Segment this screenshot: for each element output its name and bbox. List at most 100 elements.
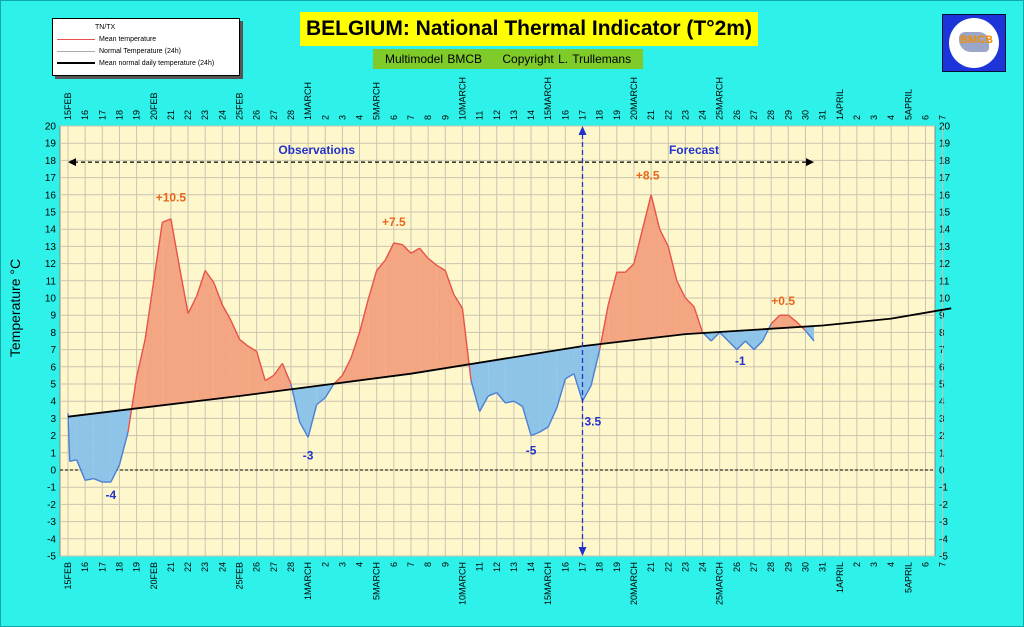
anomaly-label: +7.5 xyxy=(382,215,406,229)
y-tick-label-right: 17 xyxy=(939,173,951,184)
x-tick-label: 2 xyxy=(852,562,862,567)
mean-temperature-segment xyxy=(598,304,609,350)
x-tick-label-top: 4 xyxy=(355,115,365,120)
y-tick-label: 6 xyxy=(50,362,56,373)
x-tick-label: 7 xyxy=(406,562,416,567)
mean-temperature-segment xyxy=(761,323,772,342)
x-tick-label: 4 xyxy=(355,562,365,567)
mean-temperature-segment xyxy=(804,330,815,342)
x-tick-label: 28 xyxy=(766,562,776,572)
mean-temperature-segment xyxy=(573,373,584,402)
above-normal-area xyxy=(428,258,437,371)
x-tick-label: 27 xyxy=(269,562,279,572)
mean-temperature-segment xyxy=(505,400,515,404)
y-tick-label-right: 18 xyxy=(939,156,951,167)
mean-temperature-segment xyxy=(75,459,86,481)
y-tick-label-right: 12 xyxy=(939,259,951,270)
mean-temperature-segment xyxy=(641,194,652,230)
above-normal-area xyxy=(402,244,411,375)
mean-temperature-segment xyxy=(69,459,77,463)
above-normal-area xyxy=(162,218,171,406)
x-tick-label-top: 10MARCH xyxy=(457,77,467,120)
x-tick-label-top: 25FEB xyxy=(235,92,245,120)
mean-temperature-segment xyxy=(230,320,241,340)
mean-temperature-segment xyxy=(281,363,292,385)
x-tick-label: 7 xyxy=(938,562,948,567)
y-tick-label-right: -4 xyxy=(939,534,948,545)
mean-temperature-segment xyxy=(659,228,669,247)
below-normal-area xyxy=(496,358,506,403)
mean-temperature-segment xyxy=(419,247,429,259)
above-normal-area xyxy=(436,265,446,370)
x-tick-label: 18 xyxy=(595,562,605,572)
below-normal-area xyxy=(69,415,77,462)
above-normal-area xyxy=(342,358,351,383)
x-tick-label: 16 xyxy=(560,562,570,572)
x-tick-label: 27 xyxy=(749,562,759,572)
y-tick-label: 2 xyxy=(50,431,56,442)
above-normal-area xyxy=(376,260,386,379)
x-tick-label-top: 22 xyxy=(183,110,193,120)
mean-temperature-segment xyxy=(693,306,704,333)
x-tick-label-top: 17 xyxy=(578,110,588,120)
y-tick-label: -1 xyxy=(47,483,56,494)
observations-label: Observations xyxy=(278,143,355,157)
legend-item-mean-normal: Mean normal daily temperature (24h) xyxy=(57,58,214,68)
mean-temperature-segment xyxy=(633,229,644,264)
mean-temperature-segment xyxy=(581,385,592,402)
above-normal-area xyxy=(385,242,394,378)
mean-temperature-segment xyxy=(178,266,189,314)
y-tick-label-right: 3 xyxy=(939,414,945,425)
mean-temperature-segment xyxy=(255,351,266,381)
y-tick-label-right: 5 xyxy=(939,380,945,391)
mean-temperature-segment xyxy=(324,383,335,399)
x-tick-label: 6 xyxy=(921,562,931,567)
mean-temperature-segment xyxy=(556,378,567,409)
legend-swatch-mean-normal xyxy=(57,62,95,64)
normal-temperature-line xyxy=(67,307,952,418)
x-tick-label: 15FEB xyxy=(63,562,73,590)
x-tick-label-top: 26 xyxy=(732,110,742,120)
above-normal-area xyxy=(608,272,617,344)
x-tick-label-top: 27 xyxy=(269,110,279,120)
mean-temperature-segment xyxy=(770,314,781,325)
mean-temperature-segment xyxy=(564,373,575,380)
x-tick-label: 22 xyxy=(663,562,673,572)
chart-title: BELGIUM: National Thermal Indicator (T°2… xyxy=(300,12,758,46)
legend-label-mean-normal: Mean normal daily temperature (24h) xyxy=(99,59,215,67)
mean-temperature-segment xyxy=(290,383,301,422)
above-normal-area xyxy=(230,320,240,398)
y-axis-label: Temperature °C xyxy=(7,258,23,358)
mean-temperature-segment xyxy=(513,400,523,407)
x-tick-label-top: 7 xyxy=(938,115,948,120)
x-tick-label-top: 15FEB xyxy=(63,92,73,120)
x-tick-label-top: 6 xyxy=(921,115,931,120)
anomaly-label: +10.5 xyxy=(156,191,187,205)
mean-temperature-segment xyxy=(470,380,481,412)
arrow-head-right-icon xyxy=(806,158,815,167)
logo-disc: BMCB xyxy=(949,18,999,68)
mean-temperature-segment xyxy=(221,304,232,321)
y-tick-label: 12 xyxy=(45,259,57,270)
anomaly-label: -5 xyxy=(526,444,537,458)
y-tick-label-right: 20 xyxy=(939,122,951,133)
mean-temperature-segment xyxy=(341,357,352,376)
x-tick-label: 4 xyxy=(886,562,896,567)
y-tick-label-right: 8 xyxy=(939,328,945,339)
y-tick-label-right: -3 xyxy=(939,517,948,528)
subtitle-right: Copyright L. Trullemans xyxy=(502,52,632,66)
y-tick-label: 14 xyxy=(45,225,57,236)
y-tick-label: 20 xyxy=(45,122,57,133)
legend: TN/TX Mean temperature Normal Temperatur… xyxy=(52,18,240,76)
mean-temperature-segment xyxy=(590,349,601,386)
y-tick-label-right: -5 xyxy=(939,552,948,563)
legend-swatch-normal xyxy=(57,50,95,52)
x-tick-label: 25MARCH xyxy=(715,562,725,605)
above-normal-area xyxy=(136,339,146,409)
mean-temperature-segment xyxy=(710,331,721,342)
arrow-head-left-icon xyxy=(68,158,76,167)
x-tick-label-top: 31 xyxy=(818,110,828,120)
x-tick-label-top: 7 xyxy=(406,115,416,120)
mean-temperature-segment xyxy=(144,280,155,340)
y-tick-label: 1 xyxy=(50,448,56,459)
